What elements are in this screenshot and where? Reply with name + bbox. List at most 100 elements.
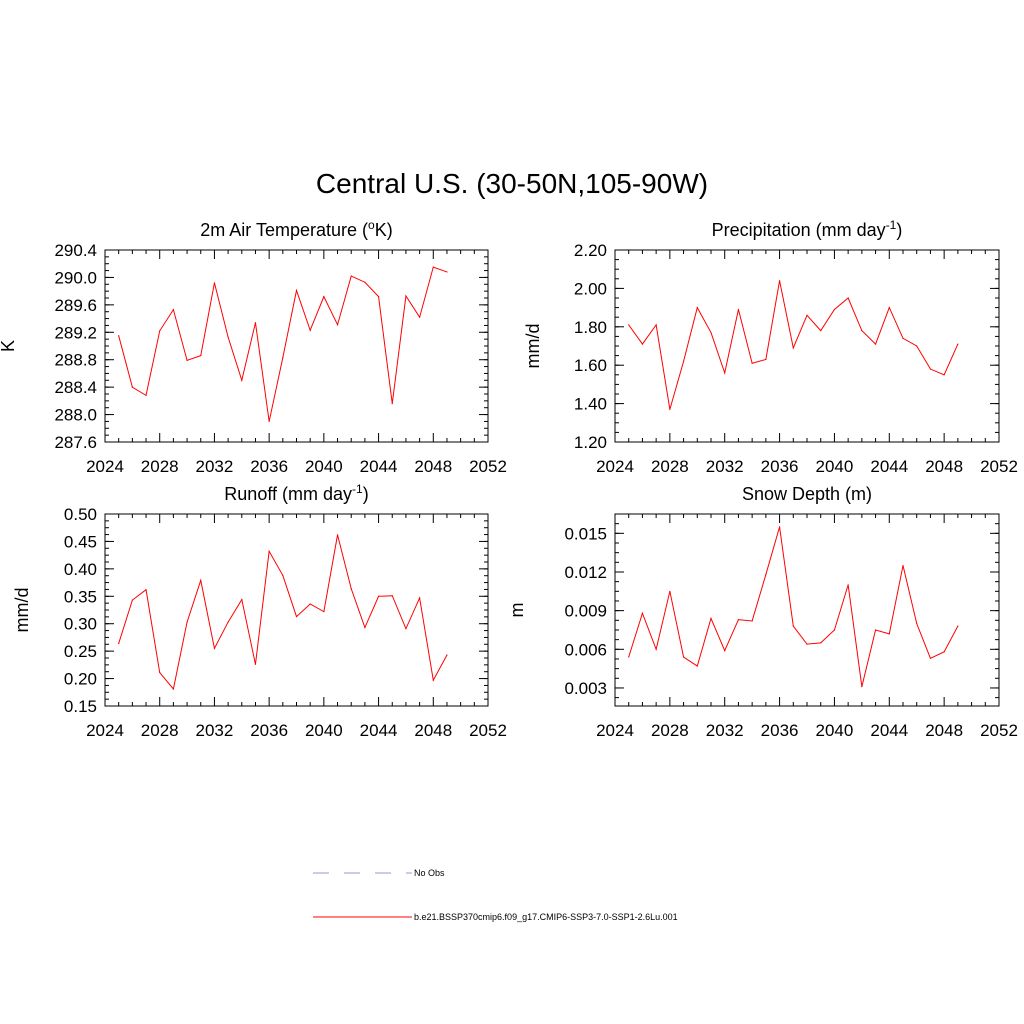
series-line: [628, 526, 959, 687]
x-tick-label: 2036: [761, 721, 799, 740]
x-tick-label: 2032: [706, 721, 744, 740]
y-tick-label: 0.40: [64, 560, 97, 579]
panel-title-main: Snow Depth (m): [742, 484, 872, 504]
data-point: [282, 574, 284, 577]
y-tick-label: 0.45: [64, 532, 97, 551]
data-point: [957, 343, 959, 345]
panel-3: Runoff (mm day-1) mm/d 2024 2028 2032 2036 204…: [12, 482, 507, 740]
page-title: Central U.S. (30-50N,105-90W): [315, 168, 709, 199]
panel-1: 2m Air Temperature (oK) K 2024 2028 2032 2036…: [0, 218, 507, 476]
x-tick-label: 2044: [360, 457, 398, 476]
data-point: [309, 603, 311, 605]
y-tick-label: 1.40: [574, 395, 607, 414]
x-tick-label: 2024: [86, 457, 124, 476]
data-point: [159, 330, 161, 332]
data-point: [792, 625, 794, 627]
data-point: [751, 362, 753, 364]
data-point: [364, 626, 366, 629]
x-tick-label: 2024: [596, 721, 634, 740]
plot-frame: [104, 513, 489, 707]
panel-title-superscript: -1: [886, 218, 897, 232]
x-tick-label: 2052: [980, 457, 1018, 476]
data-point: [172, 688, 174, 690]
y-tick-label: 0.009: [564, 602, 607, 621]
y-tick-label: 290.0: [54, 268, 97, 287]
x-tick-label: 2048: [414, 457, 452, 476]
data-point: [820, 330, 822, 332]
data-point: [336, 324, 339, 326]
x-tick-label: 2024: [596, 457, 634, 476]
data-point: [172, 309, 174, 311]
x-tick-label: 2048: [925, 721, 963, 740]
y-tick-label: 0.25: [64, 642, 97, 661]
data-point: [323, 296, 325, 298]
panel-title-end: K): [375, 220, 393, 240]
x-tick-label: 2040: [816, 721, 854, 740]
y-tick-label: 1.60: [574, 356, 607, 375]
x-tick-label: 2028: [651, 457, 689, 476]
data-point: [446, 271, 448, 273]
data-point: [655, 648, 657, 650]
y-axis-label: mm/d: [523, 324, 543, 369]
legend: No Obs b.e21.BSSP370cmip6.f09_g17.CMIP6-S…: [313, 868, 678, 922]
panel-title: Runoff (mm day-1): [224, 482, 368, 504]
y-axis-label: mm/d: [12, 588, 32, 633]
data-point: [710, 331, 712, 334]
data-point: [432, 679, 434, 681]
series-line: [628, 280, 959, 410]
data-point: [282, 357, 284, 359]
y-tick-label: 0.006: [564, 640, 607, 659]
x-tick-label: 2040: [305, 721, 343, 740]
x-tick-label: 2028: [651, 721, 689, 740]
plot-frame: [614, 513, 1000, 707]
x-tick-label: 2032: [196, 457, 234, 476]
x-tick-label: 2052: [980, 721, 1018, 740]
data-point: [874, 629, 877, 631]
data-point: [309, 329, 311, 331]
data-point: [241, 598, 243, 601]
x-tick-label: 2044: [870, 457, 908, 476]
x-tick-label: 2032: [196, 721, 234, 740]
panel-title-main: Precipitation (mm day: [712, 220, 886, 240]
data-point: [778, 526, 781, 528]
series-line: [118, 534, 448, 691]
data-point: [419, 597, 421, 599]
x-tick-label: 2044: [870, 721, 908, 740]
data-point: [682, 656, 685, 658]
x-tick-label: 2036: [250, 457, 288, 476]
data-point: [806, 314, 808, 316]
data-point: [902, 564, 904, 567]
y-tick-label: 0.003: [564, 679, 607, 698]
data-point: [737, 619, 740, 621]
data-point: [929, 657, 932, 659]
data-point: [131, 386, 133, 388]
data-point: [792, 347, 794, 349]
x-tick-label: 2028: [141, 457, 179, 476]
data-point: [432, 266, 434, 268]
data-point: [213, 647, 216, 650]
data-point: [682, 360, 685, 362]
data-point: [405, 628, 407, 630]
data-point: [778, 280, 781, 282]
data-point: [628, 656, 630, 658]
data-point: [377, 595, 380, 597]
data-point: [847, 297, 849, 299]
data-point: [295, 615, 298, 618]
data-point: [751, 620, 753, 622]
data-point: [765, 573, 767, 576]
data-point: [696, 307, 698, 309]
panel-4: Snow Depth (m) m 2024 2028 2032 2036 2040 2044 2…: [507, 484, 1018, 740]
data-point: [806, 643, 808, 645]
data-point: [929, 368, 932, 370]
y-tick-label: 0.012: [564, 563, 607, 582]
data-point: [669, 408, 671, 410]
data-point: [241, 379, 243, 381]
data-point: [336, 534, 339, 536]
data-point: [350, 588, 352, 590]
y-tick-label: 0.50: [64, 505, 97, 524]
y-tick-label: 0.015: [564, 524, 607, 543]
data-point: [268, 420, 270, 423]
y-tick-label: 289.6: [54, 296, 97, 315]
plot-frame: [614, 249, 1000, 443]
x-tick-label: 2032: [706, 457, 744, 476]
